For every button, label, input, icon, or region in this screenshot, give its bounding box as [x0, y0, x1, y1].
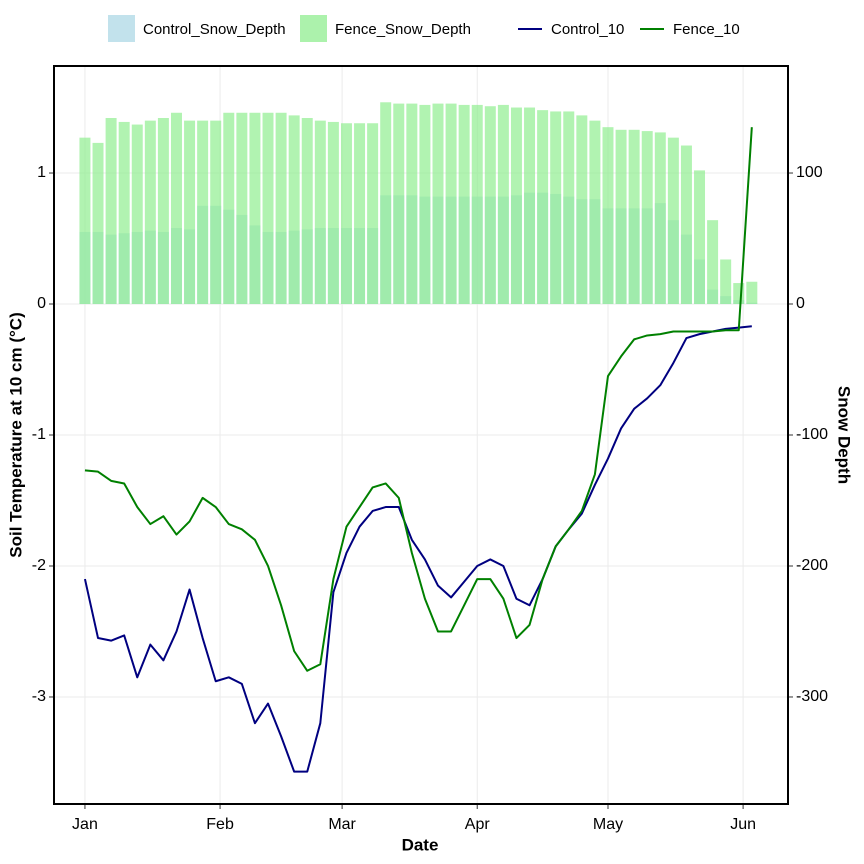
bar: [157, 118, 169, 305]
line: [83, 325, 752, 773]
bar: [680, 145, 692, 305]
x-tick-label: Feb: [206, 816, 234, 833]
bar: [445, 103, 457, 305]
y2-tick-label: 100: [796, 164, 823, 181]
bar: [641, 131, 653, 305]
line: [84, 127, 753, 672]
bar: [301, 118, 313, 305]
bar: [628, 129, 640, 305]
bar: [510, 107, 522, 305]
legend-key: [108, 15, 135, 42]
y-tick-label: -1: [32, 426, 46, 443]
y-tick-label: 0: [37, 295, 46, 312]
y-tick-label: -3: [32, 688, 46, 705]
x-tick-label: Jun: [730, 816, 756, 833]
x-tick-label: Apr: [465, 816, 491, 833]
bar: [314, 120, 326, 305]
bar: [550, 111, 562, 305]
bar: [720, 259, 732, 305]
bar: [262, 112, 274, 305]
bar: [563, 111, 575, 305]
legend-label: Fence_Snow_Depth: [335, 21, 471, 38]
bar: [471, 104, 483, 305]
bar: [210, 120, 222, 305]
bar: [746, 281, 758, 305]
bar: [144, 120, 156, 305]
bar: [131, 124, 143, 305]
bar: [497, 104, 509, 305]
data: [79, 102, 758, 773]
bar: [118, 121, 130, 305]
bar: [707, 220, 719, 305]
x-tick-label: Jan: [72, 816, 98, 833]
bar: [354, 123, 366, 305]
legend-label: Fence_10: [673, 21, 740, 38]
bar: [223, 112, 235, 305]
bar: [275, 112, 287, 305]
bar: [393, 103, 405, 305]
bar: [589, 120, 601, 305]
legend-label: Control_10: [551, 21, 624, 38]
bar: [340, 123, 352, 305]
bar: [733, 283, 745, 305]
bar: [432, 103, 444, 305]
legend-label: Control_Snow_Depth: [143, 21, 286, 38]
y2-axis-title: Snow Depth: [835, 386, 854, 484]
bar: [288, 115, 300, 305]
bar: [484, 106, 496, 305]
bar: [367, 123, 379, 305]
y2-tick-label: -300: [796, 688, 828, 705]
bar: [92, 142, 104, 305]
y2-tick-label: -100: [796, 426, 828, 443]
bar: [105, 118, 117, 305]
plot-border: [53, 65, 789, 805]
bar: [170, 112, 182, 305]
x-axis-title: Date: [402, 835, 439, 854]
x-tick-label: Mar: [328, 816, 356, 833]
bar: [419, 104, 431, 305]
y-tick-label: 1: [37, 164, 46, 181]
y-tick-label: -2: [32, 557, 46, 574]
y2-tick-label: -200: [796, 557, 828, 574]
bar: [197, 120, 209, 305]
bar: [537, 110, 549, 305]
bar: [79, 137, 91, 305]
bar: [184, 120, 196, 305]
bar: [236, 112, 248, 305]
bar: [602, 127, 614, 305]
bar: [524, 107, 536, 305]
bar: [667, 137, 679, 305]
bar: [576, 115, 588, 305]
bar: [249, 112, 261, 305]
y2-tick-label: 0: [796, 295, 805, 312]
x-tick-label: May: [593, 816, 623, 833]
y-axis-title: Soil Temperature at 10 cm (°C): [6, 312, 25, 558]
bar: [380, 102, 392, 305]
bar: [327, 121, 339, 305]
bar: [694, 170, 706, 305]
bar: [458, 104, 470, 305]
bar: [406, 103, 418, 305]
legend-key: [300, 15, 327, 42]
bar: [654, 132, 666, 305]
bar: [615, 129, 627, 305]
